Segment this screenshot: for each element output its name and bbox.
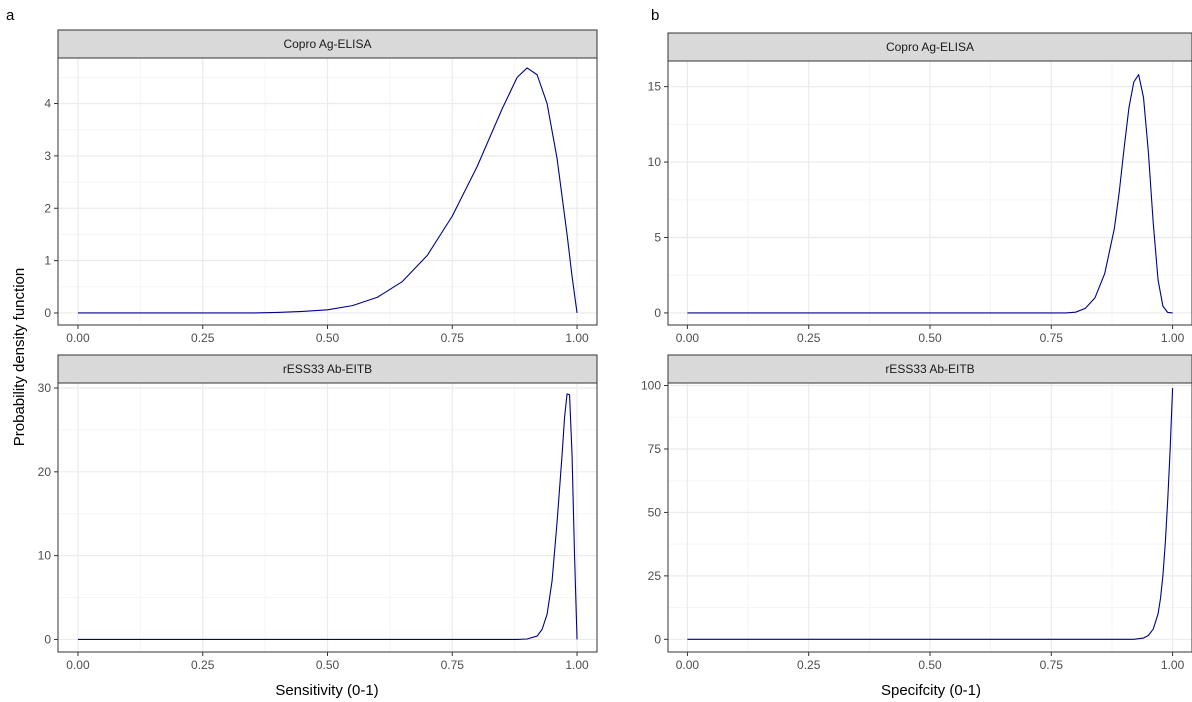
y-tick-label: 0: [44, 632, 51, 646]
density-curve: [77, 393, 578, 640]
x-tick-label: 0.00: [66, 331, 90, 345]
x-tick-label: 0.50: [316, 658, 340, 672]
y-axis-title: Probability density function: [11, 268, 28, 446]
y-tick-label: 2: [44, 201, 51, 215]
y-tick-label: 10: [648, 155, 662, 169]
facet-strip: [57, 354, 598, 384]
x-tick-label: 0.75: [441, 658, 465, 672]
facet-a-1: Copro Ag-ELISA 0.00 0.25 0.50 0.75 1.00 0 1 2 3 4: [44, 29, 598, 345]
y-tick-label: 15: [648, 80, 662, 94]
density-curve: [77, 67, 578, 314]
x-tick-label: 0.50: [316, 331, 340, 345]
x-tick-label: 0.50: [918, 331, 942, 345]
facet-strip-label: rESS33 Ab-EITB: [283, 362, 372, 376]
panel-tag-a: a: [6, 7, 15, 24]
facet-strip-label: rESS33 Ab-EITB: [885, 362, 974, 376]
y-tick-label: 0: [654, 306, 661, 320]
x-tick-label: 0.25: [191, 658, 215, 672]
x-axis-title: Sensitivity (0-1): [275, 682, 378, 699]
panel-b: b Copro Ag-ELISA 0.00 0.25 0.50 0.75 1.00 0 5 10 1…: [641, 7, 1192, 699]
facet-strip-label: Copro Ag-ELISA: [283, 37, 371, 51]
y-tick-label: 1: [44, 254, 51, 268]
facet-strip: [57, 29, 598, 59]
y-tick-label: 20: [38, 465, 52, 479]
x-axis-title: Specifcity (0-1): [881, 682, 981, 699]
y-tick-label: 100: [641, 379, 661, 393]
y-tick-label: 50: [648, 505, 662, 519]
x-tick-label: 0.25: [797, 331, 821, 345]
facet-a-2: rESS33 Ab-EITB 0.00 0.25 0.50 0.75 1.00 0 10 20 3…: [38, 354, 598, 672]
x-tick-label: 0.00: [676, 658, 700, 672]
y-tick-label: 4: [44, 97, 51, 111]
y-tick-label: 30: [38, 381, 52, 395]
y-tick-label: 0: [44, 306, 51, 320]
x-tick-label: 0.50: [918, 658, 942, 672]
y-tick-label: 5: [654, 231, 661, 245]
x-tick-label: 0.00: [66, 658, 90, 672]
x-tick-label: 0.75: [441, 331, 465, 345]
facet-b-1: Copro Ag-ELISA 0.00 0.25 0.50 0.75 1.00 0 5 10 15: [648, 32, 1192, 345]
y-tick-label: 0: [654, 632, 661, 646]
facet-strip-label: Copro Ag-ELISA: [886, 40, 974, 54]
y-tick-label: 25: [648, 569, 662, 583]
y-tick-label: 3: [44, 149, 51, 163]
x-tick-label: 1.00: [565, 331, 589, 345]
density-curve: [687, 74, 1173, 314]
panel-a: a Copro Ag-ELISA 0.00 0.25 0.50 0.75 1.00 0 1 2 3 4…: [6, 7, 598, 699]
x-tick-label: 0.25: [797, 658, 821, 672]
facet-strip: [667, 354, 1192, 384]
y-tick-label: 75: [648, 442, 662, 456]
y-tick-label: 10: [38, 549, 52, 563]
x-tick-label: 0.00: [676, 331, 700, 345]
x-tick-label: 1.00: [565, 658, 589, 672]
x-tick-label: 1.00: [1161, 331, 1185, 345]
x-tick-label: 0.75: [1040, 658, 1064, 672]
density-curve: [687, 388, 1174, 640]
facet-strip: [667, 32, 1192, 62]
facet-b-2: rESS33 Ab-EITB 0.00 0.25 0.50 0.75 1.00 0 25 50 7…: [641, 354, 1192, 672]
x-tick-label: 0.25: [191, 331, 215, 345]
x-tick-label: 1.00: [1161, 658, 1185, 672]
panel-tag-b: b: [651, 7, 659, 24]
x-tick-label: 0.75: [1040, 331, 1064, 345]
